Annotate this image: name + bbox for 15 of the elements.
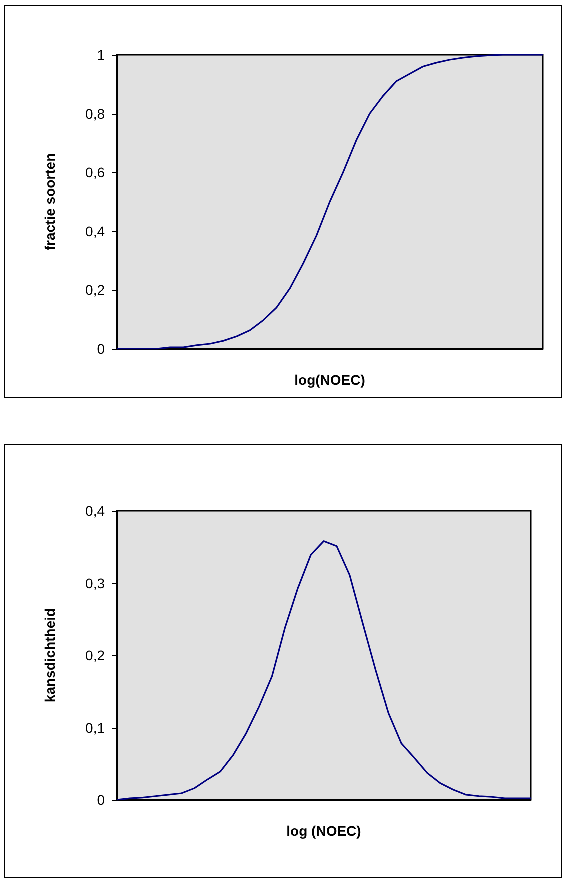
y-tick-label: 0,4 — [86, 503, 106, 519]
y-tick-label: 0,3 — [86, 575, 106, 592]
y-tick-label: 0 — [97, 341, 106, 357]
x-axis-title: log (NOEC) — [286, 823, 362, 839]
y-tick-label: 0,2 — [86, 282, 106, 298]
y-tick-label: 0,6 — [86, 164, 106, 181]
y-tick-label: 1 — [97, 47, 106, 63]
y-tick-label: 0,4 — [86, 223, 106, 240]
y-axis-title: kansdichtheid — [42, 608, 58, 703]
y-tick-label: 0,8 — [86, 106, 106, 122]
y-axis-title: fractie soorten — [42, 153, 58, 251]
y-tick-label: 0 — [97, 792, 106, 808]
y-tick-label: 0,2 — [86, 648, 106, 664]
y-tick-label: 0,1 — [86, 720, 106, 736]
x-axis-title: log(NOEC) — [294, 372, 366, 388]
